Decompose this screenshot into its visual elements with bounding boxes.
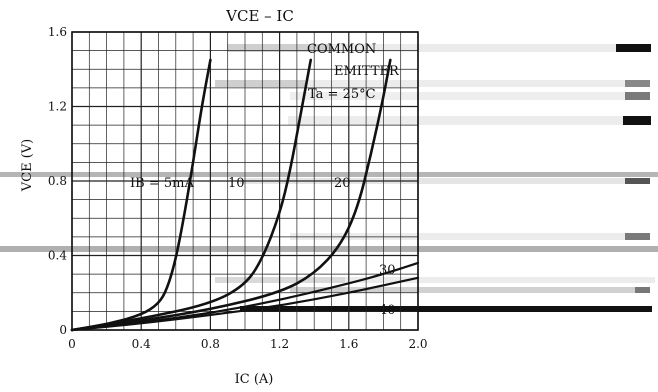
y-tick-label: 0.4 xyxy=(48,249,67,263)
scan-artifacts xyxy=(0,44,658,312)
x-tick-label: 1.6 xyxy=(339,337,358,351)
artifact-bar-6 xyxy=(625,80,650,87)
y-axis-label: VCE (V) xyxy=(20,139,35,193)
chart-axes: 0 0.4 0.8 1.2 1.6 2.0 0 0.4 0.8 1.2 1.6 xyxy=(48,25,428,351)
artifact-bar-14 xyxy=(0,246,658,252)
chart-title: VCE – IC xyxy=(225,7,294,25)
series-curve-10 xyxy=(70,58,313,332)
annotation-emitter: EMITTER xyxy=(334,64,400,79)
plot-frame xyxy=(71,31,419,331)
chart-series xyxy=(70,58,420,332)
artifact-bar-18 xyxy=(345,277,655,283)
x-tick-label: 0.8 xyxy=(201,337,220,351)
y-tick-label: 1.2 xyxy=(48,100,67,114)
artifact-bar-9 xyxy=(288,116,623,125)
artifact-bar-21 xyxy=(240,306,652,312)
annotation-ib-30: 30 xyxy=(379,263,396,278)
x-tick-label: 0 xyxy=(68,337,76,351)
annotation-ib-40: 40 xyxy=(379,303,396,318)
series-curve-20 xyxy=(70,58,392,332)
artifact-bar-2 xyxy=(332,44,617,52)
artifact-bar-20 xyxy=(635,287,650,293)
series-curve-40 xyxy=(70,276,420,332)
y-tick-label: 0 xyxy=(59,323,67,337)
annotation-ib-20: 20 xyxy=(334,176,351,191)
y-tick-label: 1.6 xyxy=(48,25,67,39)
artifact-bar-13 xyxy=(625,178,650,184)
annotation-ib-5: IB = 5mA xyxy=(130,176,194,191)
artifact-bar-11 xyxy=(0,172,658,177)
x-tick-label: 1.2 xyxy=(270,337,289,351)
artifact-bar-16 xyxy=(625,233,650,240)
x-tick-label: 0.4 xyxy=(132,337,151,351)
artifact-bar-5 xyxy=(305,80,625,87)
artifact-bar-10 xyxy=(623,116,651,125)
x-axis-label: IC (A) xyxy=(235,372,274,387)
artifact-bar-7 xyxy=(290,92,625,100)
y-tick-label: 0.8 xyxy=(48,174,67,188)
annotation-temperature: Ta = 25°C xyxy=(308,87,376,102)
annotation-ib-10: 10 xyxy=(228,176,245,191)
artifact-bar-3 xyxy=(616,44,651,52)
artifact-bar-4 xyxy=(215,80,305,87)
artifact-bar-12 xyxy=(240,178,625,184)
artifact-bar-19 xyxy=(290,287,635,293)
x-tick-label: 2.0 xyxy=(408,337,427,351)
annotation-common: COMMON xyxy=(307,42,376,57)
chart-labels: VCE – IC IC (A) VCE (V) COMMON EMITTER T… xyxy=(20,7,400,387)
artifact-bar-15 xyxy=(290,233,625,240)
artifact-bar-8 xyxy=(625,92,650,100)
